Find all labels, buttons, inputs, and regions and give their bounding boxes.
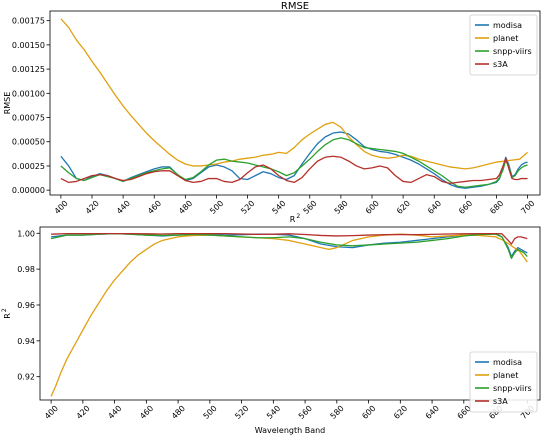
y-tick-label: 0.00050 [12, 138, 45, 147]
y-axis-title-superscript: 2 [1, 308, 8, 312]
series-group [60, 18, 528, 189]
y-axis-title-text: RMSE [3, 92, 12, 115]
legend-item-modisa: modisa [475, 358, 522, 367]
x-tick-label: 420 [75, 404, 92, 421]
legend-item-planet: planet [475, 371, 518, 380]
legend-label: planet [493, 371, 518, 380]
x-tick-label: 500 [208, 199, 225, 216]
x-tick-label: 540 [265, 404, 282, 421]
legend-box [469, 14, 538, 76]
x-tick-label: 480 [170, 404, 187, 421]
chart-title: RMSE [281, 1, 309, 12]
legend-item-s3A: s3A [475, 60, 508, 69]
x-tick-label: 540 [270, 199, 287, 216]
x-tick-label: 500 [202, 404, 219, 421]
x-tick-label: 580 [329, 404, 346, 421]
series-line-s3A [51, 232, 528, 245]
legend-label: modisa [493, 358, 522, 367]
legend-label: modisa [493, 21, 522, 30]
series-group [50, 232, 528, 397]
series-line-planet [60, 18, 528, 170]
y-tick-label: 0.92 [17, 373, 35, 382]
legend-item-snpp-viirs: snpp-viirs [475, 384, 532, 393]
x-tick-label: 560 [302, 199, 319, 216]
x-axis-title: R2 [290, 213, 301, 224]
x-tick-label: 480 [177, 199, 194, 216]
r2-chart-panel: 400 420 440 460 480 500 520 540 560 580 600 620 640 6… [1, 226, 541, 435]
x-axis-title-superscript: 2 [296, 213, 300, 220]
x-tick-label: 680 [488, 199, 505, 216]
legend: modisa planet snpp-viirs s3A [469, 14, 538, 76]
legend-label: s3A [493, 397, 508, 406]
legend-item-modisa: modisa [475, 21, 522, 30]
y-tick-label: 0.00100 [12, 89, 45, 98]
y-tick-label: 1.00 [17, 229, 35, 238]
x-tick-label: 580 [333, 199, 350, 216]
x-tick-label: 400 [43, 404, 60, 421]
y-tick-label: 0.00175 [12, 17, 45, 26]
plot-frame [49, 10, 541, 196]
x-tick-label: 700 [519, 199, 536, 216]
legend: modisa planet snpp-viirs s3A [469, 351, 538, 413]
x-tick-label: 460 [146, 199, 163, 216]
y-tick-label: 0.00025 [12, 162, 45, 171]
y-axis-title: R2 [1, 308, 12, 319]
x-tick-label: 640 [426, 199, 443, 216]
x-tick-label: 400 [53, 199, 70, 216]
x-tick-label: 620 [395, 199, 412, 216]
plot-frame [39, 226, 541, 401]
y-tick-label: 0.98 [17, 265, 35, 274]
series-line-snpp-viirs [50, 232, 528, 260]
legend-item-s3A: s3A [475, 397, 508, 406]
y-tick-label: 0.00075 [12, 114, 45, 123]
legend-label: s3A [493, 60, 508, 69]
y-tick-label: 0.00000 [12, 186, 45, 195]
legend-label: snpp-viirs [493, 384, 532, 393]
legend-box [469, 351, 538, 413]
x-axis-title-text: Wavelength Band [255, 426, 326, 435]
x-tick-label: 520 [233, 404, 250, 421]
x-tick-label: 640 [424, 404, 441, 421]
x-tick-label: 560 [297, 404, 314, 421]
y-axis-title-text: R [3, 313, 12, 319]
x-tick-label: 440 [115, 199, 132, 216]
legend-item-snpp-viirs: snpp-viirs [475, 47, 532, 56]
rmse-chart-panel: 400 420 440 460 480 500 520 540 560 580 600 620 640 6… [3, 1, 541, 224]
legend-label: snpp-viirs [493, 47, 532, 56]
y-tick-label: 0.96 [17, 301, 35, 310]
legend-item-planet: planet [475, 34, 518, 43]
x-tick-label: 600 [364, 199, 381, 216]
y-axis-title: RMSE [3, 92, 12, 115]
legend-label: planet [493, 34, 518, 43]
x-tick-label: 420 [84, 199, 101, 216]
y-tick-label: 0.00125 [12, 65, 45, 74]
x-axis-title: Wavelength Band [255, 426, 326, 435]
series-line-snpp-viirs [60, 137, 528, 188]
series-line-s3A [60, 155, 528, 185]
y-tick-label: 0.00150 [12, 41, 45, 50]
x-tick-label: 520 [239, 199, 256, 216]
series-line-planet [50, 233, 528, 397]
x-tick-label: 600 [360, 404, 377, 421]
x-tick-label: 460 [138, 404, 155, 421]
x-tick-label: 620 [392, 404, 409, 421]
y-tick-label: 0.94 [17, 337, 35, 346]
x-axis-title-text: R [290, 215, 296, 224]
x-tick-label: 660 [457, 199, 474, 216]
x-tick-label: 440 [106, 404, 123, 421]
